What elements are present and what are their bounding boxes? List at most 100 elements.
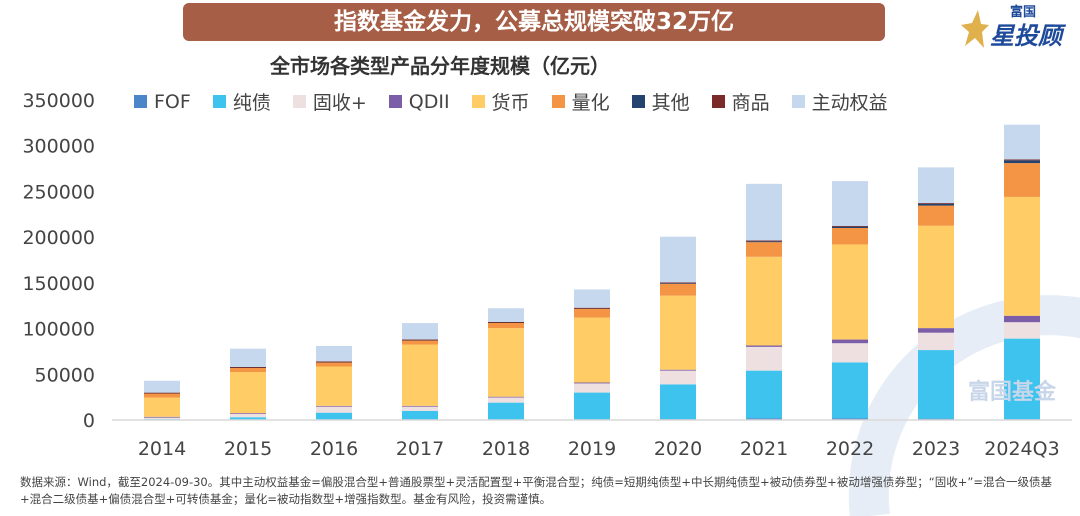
bar-segment-QDII	[832, 339, 868, 344]
y-tick-label: 100000	[22, 319, 95, 341]
legend-label: 主动权益	[811, 92, 888, 114]
bar-segment-量化	[1004, 163, 1040, 197]
bar-segment-其他	[660, 282, 696, 284]
bar-segment-量化	[746, 242, 782, 257]
bar-segment-量化	[918, 205, 954, 226]
bar-segment-主动权益	[316, 345, 352, 362]
bar-segment-纯债	[660, 384, 696, 420]
bar-segment-QDII	[918, 328, 954, 333]
legend-label: 纯债	[232, 92, 271, 114]
legend-label: 固收+	[312, 92, 367, 114]
legend-swatch	[631, 95, 645, 108]
y-axis: 0 50000 100000 150000 200000 250000 300000 3500…	[22, 90, 95, 432]
legend-item: 固收+	[292, 88, 367, 115]
watermark-text: 富国基金	[968, 380, 1057, 405]
bar-stack-2020	[660, 236, 696, 420]
banner-title: 指数基金发力，公募总规模突破32万亿	[183, 3, 885, 41]
bar-segment-货币	[1004, 196, 1040, 316]
bar-stack-2014	[144, 380, 180, 420]
bar-segment-商品	[660, 282, 696, 284]
bar-segment-固收+	[746, 346, 782, 371]
bar-segment-FOF	[746, 418, 782, 420]
y-tick-label: 300000	[22, 136, 95, 158]
bar-segment-商品	[746, 240, 782, 242]
legend-label: 量化	[571, 92, 610, 114]
bar-segment-货币	[402, 344, 438, 406]
bar-segment-固收+	[230, 413, 266, 418]
legend-swatch	[471, 95, 485, 108]
bar-segment-主动权益	[1004, 124, 1040, 160]
bar-segment-主动权益	[832, 181, 868, 226]
bar-segment-固收+	[316, 406, 352, 413]
bar-segment-固收+	[402, 406, 438, 411]
x-tick-label: 2022	[826, 438, 874, 460]
bar-stack-2016	[316, 345, 352, 420]
bar-segment-商品	[832, 225, 868, 227]
bar-segment-固收+	[918, 332, 954, 351]
bar-stack-2022	[832, 181, 868, 420]
legend-swatch	[292, 95, 306, 108]
bar-stack-2017	[402, 323, 438, 420]
bar-segment-FOF	[832, 418, 868, 420]
bar-segment-量化	[574, 308, 610, 318]
bar-segment-商品	[918, 203, 954, 204]
y-tick-label: 350000	[22, 90, 95, 112]
bar-segment-QDII	[574, 382, 610, 384]
bar-segment-纯债	[832, 362, 868, 419]
legend-item: 商品	[711, 88, 770, 115]
bar-segment-QDII	[230, 413, 266, 414]
bar-segment-QDII	[402, 405, 438, 407]
bar-segment-商品	[1004, 159, 1040, 161]
bar-segment-量化	[144, 393, 180, 398]
bar-segment-主动权益	[918, 167, 954, 204]
bar-stack-2024Q3	[1004, 124, 1040, 420]
bar-segment-纯债	[402, 410, 438, 420]
bar-stack-2021	[746, 183, 782, 420]
bar-segment-量化	[488, 322, 524, 329]
bar-segment-纯债	[488, 402, 524, 420]
bar-segment-量化	[402, 340, 438, 345]
x-tick-label: 2015	[224, 438, 272, 460]
bar-stack-2019	[574, 289, 610, 420]
bar-segment-纯债	[574, 392, 610, 420]
bar-stack-2015	[230, 348, 266, 420]
bar-segment-主动权益	[402, 323, 438, 340]
bar-segment-主动权益	[488, 308, 524, 322]
bar-segment-商品	[574, 307, 610, 309]
bar-segment-纯债	[918, 350, 954, 419]
bar-segment-货币	[746, 256, 782, 346]
x-tick-label: 2017	[396, 438, 444, 460]
bar-segment-量化	[230, 367, 266, 372]
bar-segment-其他	[746, 241, 782, 243]
x-tick-label: 2019	[568, 438, 616, 460]
bar-segment-其他	[1004, 160, 1040, 164]
bars	[144, 124, 1040, 420]
legend-item: 货币	[471, 88, 530, 115]
legend-item: 量化	[551, 88, 610, 115]
bar-segment-商品	[144, 392, 180, 394]
bar-segment-QDII	[746, 345, 782, 347]
legend-swatch	[551, 95, 565, 108]
legend-swatch	[134, 95, 147, 108]
bar-segment-量化	[660, 283, 696, 296]
bar-segment-主动权益	[144, 380, 180, 393]
bar-segment-商品	[316, 361, 352, 363]
y-tick-label: 50000	[35, 364, 95, 386]
legend-item: 纯债	[212, 88, 271, 115]
bar-segment-QDII	[316, 405, 352, 407]
bar-segment-固收+	[832, 343, 868, 363]
legend-item: QDII	[388, 88, 450, 115]
x-tick-label: 2021	[740, 438, 788, 460]
bar-segment-其他	[918, 203, 954, 206]
bar-segment-货币	[230, 372, 266, 414]
bar-segment-固收+	[1004, 322, 1040, 339]
star-icon	[961, 10, 989, 48]
bar-segment-QDII	[1004, 315, 1040, 323]
bar-segment-量化	[316, 361, 352, 367]
bar-segment-固收+	[144, 417, 180, 420]
bar-segment-货币	[144, 397, 180, 417]
legend-swatch	[791, 95, 805, 108]
y-tick-label: 200000	[22, 227, 95, 249]
bar-segment-货币	[488, 328, 524, 397]
